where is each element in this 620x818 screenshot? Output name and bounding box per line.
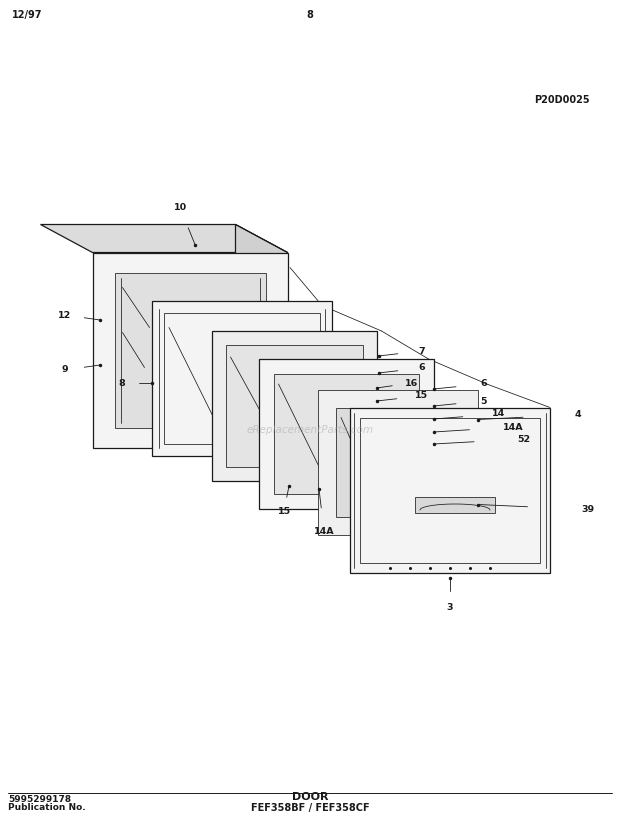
Text: P20D0025: P20D0025 — [534, 95, 590, 105]
Polygon shape — [350, 407, 550, 573]
Polygon shape — [236, 224, 288, 447]
Text: 8: 8 — [306, 10, 314, 20]
Polygon shape — [211, 331, 376, 481]
Polygon shape — [226, 345, 363, 467]
Polygon shape — [92, 253, 288, 447]
Text: 15: 15 — [415, 392, 428, 401]
Text: 3: 3 — [447, 603, 453, 612]
Text: 14: 14 — [492, 410, 505, 419]
Text: 5: 5 — [480, 397, 487, 406]
Text: 6: 6 — [480, 380, 487, 389]
Polygon shape — [259, 359, 433, 509]
Polygon shape — [115, 272, 265, 428]
Text: 10: 10 — [174, 203, 187, 212]
Polygon shape — [40, 224, 288, 253]
Polygon shape — [415, 497, 495, 513]
Text: 8: 8 — [118, 379, 125, 388]
Text: 52: 52 — [517, 434, 530, 443]
Polygon shape — [152, 300, 332, 456]
Polygon shape — [318, 389, 478, 534]
Text: 5995299178: 5995299178 — [8, 795, 71, 804]
Text: 15: 15 — [277, 506, 291, 515]
Text: 14A: 14A — [503, 423, 524, 432]
Polygon shape — [273, 374, 418, 494]
Text: eReplacementParts.com: eReplacementParts.com — [246, 425, 374, 435]
Text: 7: 7 — [418, 347, 425, 356]
Text: 12/97: 12/97 — [12, 10, 43, 20]
Text: FEF358BF / FEF358CF: FEF358BF / FEF358CF — [250, 803, 370, 813]
Text: 9: 9 — [61, 366, 68, 375]
Text: 12: 12 — [58, 311, 72, 320]
Text: 4: 4 — [575, 410, 582, 419]
Text: DOOR: DOOR — [292, 792, 328, 802]
Text: Publication No.: Publication No. — [8, 803, 86, 812]
Text: 39: 39 — [582, 505, 595, 514]
Polygon shape — [336, 407, 460, 516]
Text: 6: 6 — [418, 363, 425, 372]
Text: 16: 16 — [405, 379, 418, 388]
Text: 14A: 14A — [314, 527, 334, 536]
